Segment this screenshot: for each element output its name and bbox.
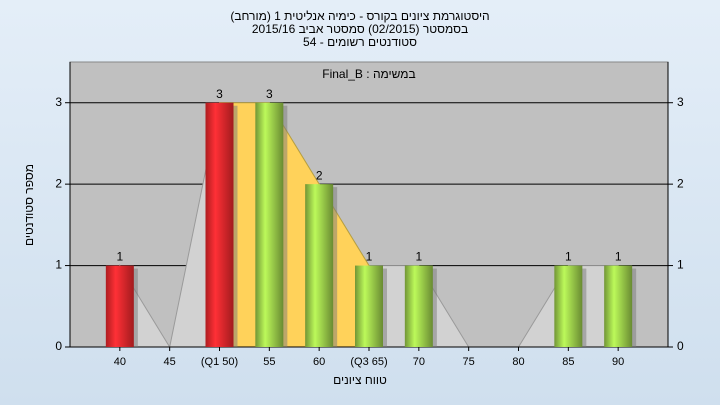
y-tick-label: 3	[55, 95, 62, 109]
x-tick-label: 90	[612, 356, 624, 368]
data-label: 1	[565, 250, 572, 264]
x-tick-label: (Q1 50)	[201, 356, 238, 368]
y2-tick-label: 0	[677, 339, 684, 353]
data-label: 3	[216, 87, 223, 101]
bar	[205, 102, 234, 347]
x-tick-label: 70	[413, 356, 425, 368]
y2-tick-label: 1	[677, 258, 684, 272]
chart-title: היסטוגרמת ציונים בקורס - כימיה אנליטית 1…	[230, 9, 489, 23]
bar	[604, 265, 633, 347]
chart-subtitle: בסמסטר (02/2015) סמסטר אביב 2015/16	[252, 22, 468, 36]
y2-tick-label: 2	[677, 176, 684, 190]
x-tick-label: 40	[114, 356, 126, 368]
x-tick-label: 45	[164, 356, 176, 368]
bar	[404, 265, 433, 347]
x-tick-label: (Q3 65)	[350, 356, 387, 368]
data-label: 2	[316, 168, 323, 182]
data-label: 1	[366, 250, 373, 264]
bar	[554, 265, 583, 347]
chart-note: סטודנטים רשומים - 54	[303, 35, 417, 49]
data-label: 3	[266, 87, 273, 101]
y2-tick-label: 3	[677, 95, 684, 109]
y-tick-label: 2	[55, 176, 62, 190]
x-tick-label: 85	[562, 356, 574, 368]
bar	[305, 184, 334, 347]
legend-text: במשימה : Final_B	[322, 67, 415, 81]
y-axis-label: מספר סטודנטים	[22, 164, 36, 246]
data-label: 1	[615, 250, 622, 264]
x-tick-label: 75	[463, 356, 475, 368]
bar	[255, 102, 284, 347]
x-axis-label: טווח ציונים	[333, 373, 387, 387]
x-tick-label: 55	[263, 356, 275, 368]
data-label: 1	[415, 250, 422, 264]
x-tick-label: 80	[512, 356, 524, 368]
y-tick-label: 1	[55, 258, 62, 272]
y-tick-label: 0	[55, 339, 62, 353]
x-tick-label: 60	[313, 356, 325, 368]
bar	[105, 265, 134, 347]
data-label: 1	[116, 250, 123, 264]
bar	[355, 265, 383, 347]
